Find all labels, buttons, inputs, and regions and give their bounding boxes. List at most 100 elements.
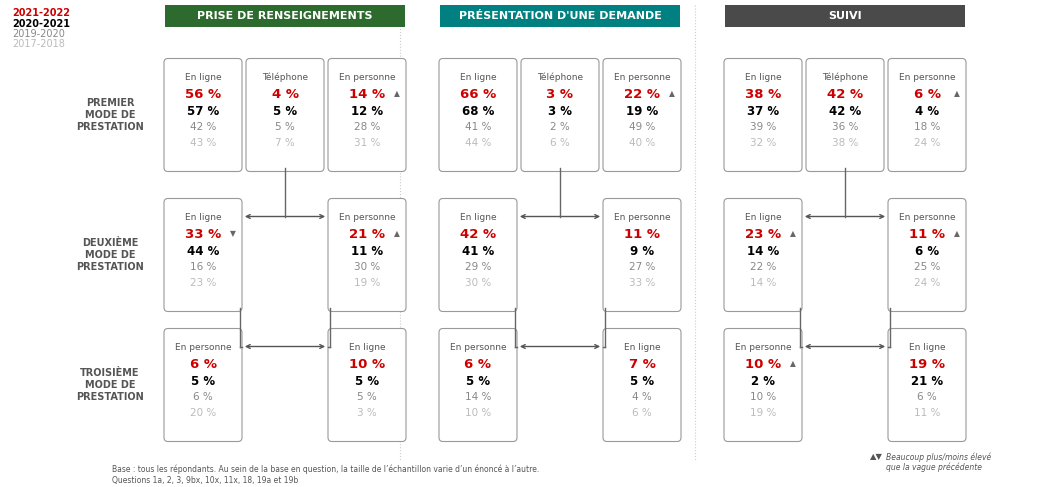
- Text: 33 %: 33 %: [628, 278, 655, 288]
- Text: 2017-2018: 2017-2018: [12, 39, 65, 49]
- Text: 38 %: 38 %: [745, 89, 781, 101]
- Text: 5 %: 5 %: [358, 392, 377, 401]
- Text: En personne: En personne: [450, 342, 507, 352]
- Text: SUIVI: SUIVI: [828, 11, 862, 21]
- Text: 39 %: 39 %: [750, 121, 777, 131]
- Text: 6 %: 6 %: [632, 408, 652, 418]
- Text: 11 %: 11 %: [909, 228, 945, 242]
- FancyBboxPatch shape: [164, 58, 242, 171]
- Text: En personne: En personne: [614, 73, 671, 81]
- Text: 68 %: 68 %: [461, 105, 494, 118]
- Text: 37 %: 37 %: [747, 105, 779, 118]
- Text: 2 %: 2 %: [751, 375, 776, 388]
- Text: 14 %: 14 %: [464, 392, 491, 401]
- Text: En ligne: En ligne: [459, 212, 496, 222]
- FancyBboxPatch shape: [164, 199, 242, 312]
- Text: Téléphone: Téléphone: [537, 73, 583, 82]
- Text: 6 %: 6 %: [194, 392, 213, 401]
- Text: 43 %: 43 %: [189, 138, 216, 148]
- Text: 11 %: 11 %: [914, 408, 941, 418]
- FancyBboxPatch shape: [724, 199, 802, 312]
- Text: En ligne: En ligne: [909, 342, 945, 352]
- Text: 31 %: 31 %: [353, 138, 380, 148]
- Text: ▲: ▲: [394, 90, 400, 98]
- Text: 14 %: 14 %: [750, 278, 777, 288]
- Text: 66 %: 66 %: [460, 89, 496, 101]
- Text: En personne: En personne: [339, 212, 396, 222]
- Text: 19 %: 19 %: [750, 408, 777, 418]
- Text: En personne: En personne: [339, 73, 396, 81]
- Text: 21 %: 21 %: [349, 228, 385, 242]
- Text: 57 %: 57 %: [187, 105, 219, 118]
- Bar: [725, 5, 965, 27]
- Text: 19 %: 19 %: [353, 278, 380, 288]
- FancyBboxPatch shape: [806, 58, 884, 171]
- Text: En ligne: En ligne: [349, 342, 385, 352]
- Text: En personne: En personne: [734, 342, 791, 352]
- FancyBboxPatch shape: [439, 199, 517, 312]
- Text: 6 %: 6 %: [917, 392, 937, 401]
- Text: 2020-2021: 2020-2021: [12, 19, 70, 29]
- Text: 11 %: 11 %: [351, 245, 383, 258]
- Text: ▲: ▲: [394, 229, 400, 239]
- Text: 12 %: 12 %: [351, 105, 383, 118]
- Text: 42 %: 42 %: [460, 228, 496, 242]
- Text: En personne: En personne: [898, 212, 955, 222]
- Text: 30 %: 30 %: [353, 262, 380, 271]
- Text: 3 %: 3 %: [547, 89, 573, 101]
- Text: 41 %: 41 %: [464, 121, 491, 131]
- Text: 24 %: 24 %: [914, 278, 941, 288]
- Text: En ligne: En ligne: [185, 73, 221, 81]
- Text: En personne: En personne: [175, 342, 232, 352]
- Text: 6 %: 6 %: [464, 358, 492, 372]
- Text: 10 %: 10 %: [464, 408, 491, 418]
- Text: 19 %: 19 %: [909, 358, 945, 372]
- Text: 49 %: 49 %: [628, 121, 655, 131]
- Text: TROISIÈME
MODE DE
PRESTATION: TROISIÈME MODE DE PRESTATION: [76, 368, 144, 402]
- FancyBboxPatch shape: [164, 329, 242, 442]
- Text: 44 %: 44 %: [187, 245, 219, 258]
- Text: 38 %: 38 %: [832, 138, 858, 148]
- Text: 6 %: 6 %: [189, 358, 217, 372]
- FancyBboxPatch shape: [603, 58, 681, 171]
- Text: 30 %: 30 %: [464, 278, 491, 288]
- Text: 44 %: 44 %: [464, 138, 491, 148]
- Text: PRÉSENTATION D'UNE DEMANDE: PRÉSENTATION D'UNE DEMANDE: [458, 11, 661, 21]
- Text: 23 %: 23 %: [745, 228, 781, 242]
- FancyBboxPatch shape: [328, 58, 406, 171]
- Text: 14 %: 14 %: [747, 245, 779, 258]
- FancyBboxPatch shape: [724, 329, 802, 442]
- FancyBboxPatch shape: [328, 329, 406, 442]
- Text: 9 %: 9 %: [630, 245, 654, 258]
- Text: 7 %: 7 %: [275, 138, 295, 148]
- Text: 42 %: 42 %: [827, 89, 863, 101]
- Text: ▲: ▲: [953, 229, 960, 239]
- Text: 33 %: 33 %: [185, 228, 221, 242]
- Text: 3 %: 3 %: [358, 408, 377, 418]
- Text: 20 %: 20 %: [189, 408, 216, 418]
- Text: 29 %: 29 %: [464, 262, 491, 271]
- Text: 16 %: 16 %: [189, 262, 216, 271]
- Text: 5 %: 5 %: [354, 375, 379, 388]
- FancyBboxPatch shape: [439, 58, 517, 171]
- Text: 2021-2022: 2021-2022: [12, 8, 70, 18]
- Text: ▲: ▲: [789, 229, 796, 239]
- Text: 2 %: 2 %: [550, 121, 570, 131]
- FancyBboxPatch shape: [888, 58, 966, 171]
- Text: 42 %: 42 %: [828, 105, 861, 118]
- Text: Téléphone: Téléphone: [262, 73, 308, 82]
- Text: 22 %: 22 %: [750, 262, 777, 271]
- FancyBboxPatch shape: [439, 329, 517, 442]
- Text: ▼: ▼: [230, 229, 236, 239]
- Text: 21 %: 21 %: [911, 375, 943, 388]
- Text: DEUXIÈME
MODE DE
PRESTATION: DEUXIÈME MODE DE PRESTATION: [76, 239, 144, 272]
- Bar: [440, 5, 680, 27]
- Text: 23 %: 23 %: [189, 278, 216, 288]
- Text: 3 %: 3 %: [548, 105, 572, 118]
- Text: Beaucoup plus/moins élevé
que la vague précédente: Beaucoup plus/moins élevé que la vague p…: [886, 452, 991, 472]
- FancyBboxPatch shape: [888, 199, 966, 312]
- Text: 4 %: 4 %: [915, 105, 940, 118]
- Text: 5 %: 5 %: [273, 105, 297, 118]
- Text: En ligne: En ligne: [459, 73, 496, 81]
- Text: 27 %: 27 %: [628, 262, 655, 271]
